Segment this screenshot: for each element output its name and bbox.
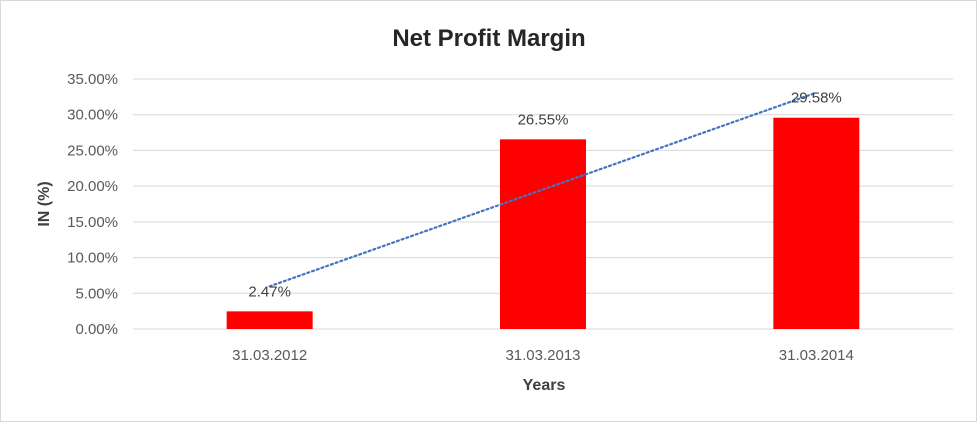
- bar-31.03.2012: [226, 311, 313, 329]
- y-axis-title: IN (%): [36, 181, 53, 226]
- y-tick-label: 0.00%: [75, 321, 118, 338]
- y-tick-label: 10.00%: [67, 250, 118, 267]
- y-tick-label: 30.00%: [67, 107, 118, 124]
- data-label: 26.55%: [518, 111, 569, 128]
- bar-31.03.2014: [773, 117, 860, 329]
- data-label: 2.47%: [248, 283, 291, 300]
- x-tick-label: 31.03.2013: [505, 347, 580, 364]
- y-tick-label: 35.00%: [67, 71, 118, 88]
- y-tick-label: 20.00%: [67, 178, 118, 195]
- data-label: 29.58%: [791, 90, 842, 107]
- trendline: [268, 91, 818, 288]
- y-tick-label: 25.00%: [67, 142, 118, 159]
- y-tick-label: 15.00%: [67, 214, 118, 231]
- bar-31.03.2013: [500, 139, 586, 329]
- x-axis-title: Years: [523, 377, 566, 394]
- x-tick-label: 31.03.2012: [232, 347, 307, 364]
- x-tick-label: 31.03.2014: [779, 347, 854, 364]
- chart-title: Net Profit Margin: [392, 25, 585, 52]
- y-tick-label: 5.00%: [75, 285, 118, 302]
